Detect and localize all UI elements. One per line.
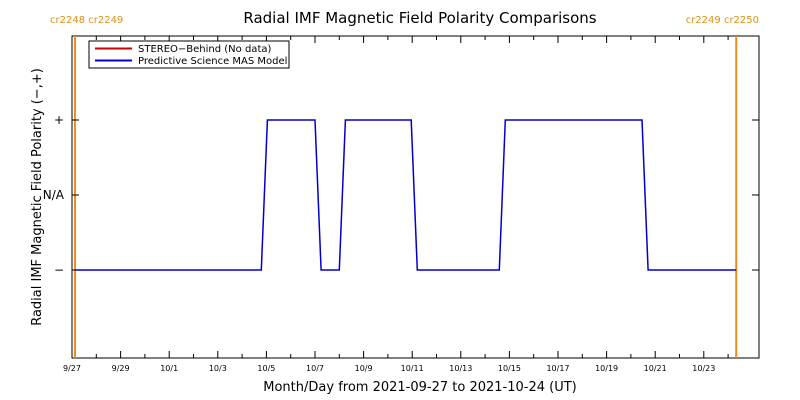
x-tick-label: 10/1 [160, 364, 178, 373]
x-tick-label: 10/5 [257, 364, 275, 373]
x-tick-label: 10/9 [355, 364, 373, 373]
x-tick-label: 9/29 [112, 364, 130, 373]
x-tick-label: 10/19 [595, 364, 618, 373]
x-tick-label: 10/3 [209, 364, 227, 373]
y-tick-label: − [54, 263, 64, 277]
x-tick-label: 10/17 [546, 364, 569, 373]
legend-box [88, 40, 290, 69]
rotation-label-left: cr2248 cr2249 [50, 15, 123, 26]
x-tick-label: 10/21 [644, 364, 667, 373]
x-axis-label: Month/Day from 2021-09-27 to 2021-10-24 … [263, 380, 576, 395]
x-axis: 9/27 9/29 10/1 10/3 10/5 10/7 10/9 10/11 10/13 10… [63, 36, 729, 373]
series-layer [75, 119, 737, 271]
legend-label-mas-model: Predictive Science MAS Model [138, 56, 287, 67]
y-tick-label: + [54, 113, 64, 127]
rotation-markers [74, 36, 738, 358]
legend-label-stereo: STEREO−Behind (No data) [138, 44, 271, 55]
x-tick-label: 10/15 [498, 364, 521, 373]
plot-frame [71, 35, 760, 359]
x-tick-label: 10/23 [692, 364, 715, 373]
x-tick-label: 9/27 [63, 364, 81, 373]
plot-area [71, 35, 760, 359]
x-tick-label: 10/11 [401, 364, 424, 373]
y-tick-label: N/A [43, 188, 65, 202]
legend: STEREO−Behind (No data) Predictive Scien… [88, 40, 290, 69]
y-axis-label: Radial IMF Magnetic Field Polarity (−,+) [30, 68, 45, 326]
chart-title: Radial IMF Magnetic Field Polarity Compa… [243, 9, 596, 27]
x-tick-label: 10/7 [306, 364, 324, 373]
y-axis: − N/A + [43, 113, 759, 277]
rotation-label-right: cr2249 cr2250 [686, 15, 759, 26]
x-tick-label: 10/13 [449, 364, 472, 373]
series-line-1 [75, 119, 737, 271]
